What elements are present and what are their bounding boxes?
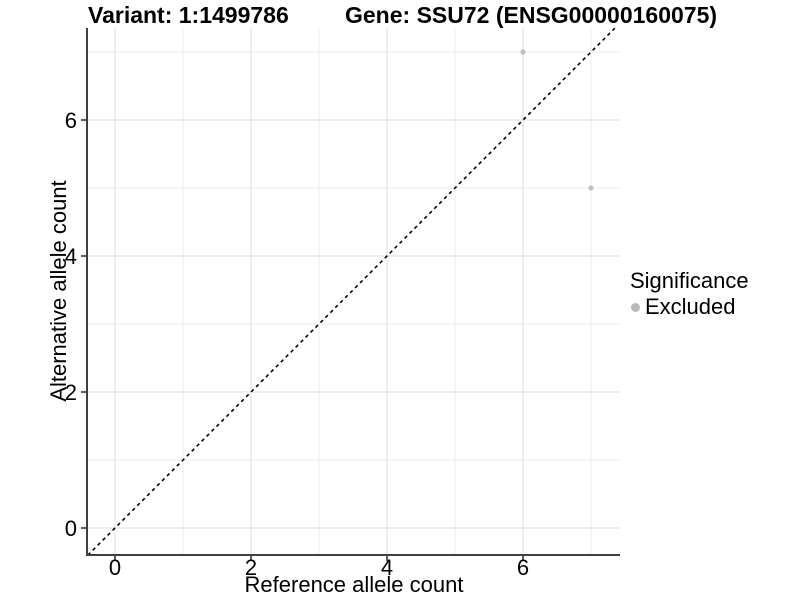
y-axis-title: Alternative allele count: [46, 180, 71, 402]
identity-dashed-line: [87, 27, 616, 556]
x-tick-label: 0: [109, 555, 121, 580]
x-axis-title: Reference allele count: [244, 572, 464, 597]
y-tick-label: 6: [65, 108, 77, 133]
x-tick-label: 6: [517, 555, 529, 580]
gene-title: Gene: SSU72 (ENSG00000160075): [345, 2, 718, 28]
legend: Significance Excluded: [630, 270, 749, 320]
y-tick-label: 4: [65, 244, 77, 269]
legend-item-excluded: Excluded: [631, 294, 749, 320]
x-tick-label: 4: [381, 555, 393, 580]
legend-title: Significance: [630, 268, 749, 293]
data-point: [520, 49, 526, 55]
y-tick-label: 0: [65, 516, 77, 541]
variant-title: Variant: 1:1499786: [88, 2, 289, 28]
legend-item-label: Excluded: [645, 294, 736, 319]
x-tick-label: 2: [245, 555, 257, 580]
legend-point-icon: [631, 302, 640, 312]
y-tick-label: 2: [65, 380, 77, 405]
data-point: [588, 185, 594, 191]
